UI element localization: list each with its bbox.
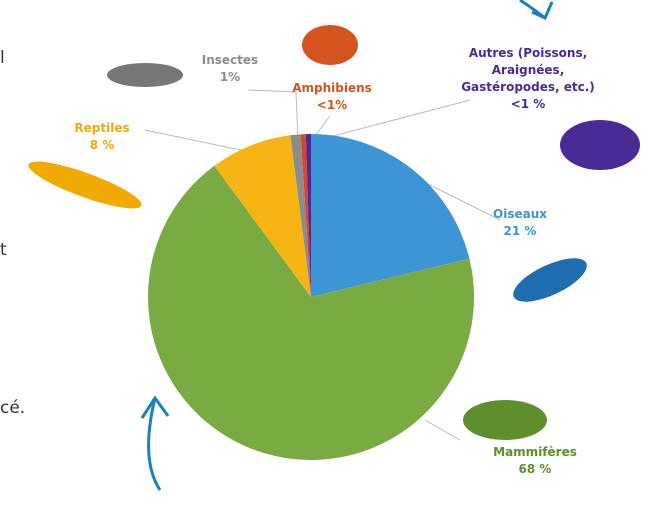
side-text: t bbox=[0, 240, 7, 260]
slice-label: Oiseaux bbox=[460, 206, 580, 223]
slice-value: 68 % bbox=[475, 461, 595, 478]
slice-value: <1 % bbox=[453, 96, 603, 113]
slice-label: Amphibiens bbox=[272, 80, 392, 97]
slice-label: Mammifères bbox=[475, 444, 595, 461]
slice-label: Insectes bbox=[170, 52, 290, 69]
side-text: cé. bbox=[0, 398, 25, 418]
side-text: l bbox=[0, 48, 5, 68]
slice-label: Autres (Poissons, Araignées, Gastéropode… bbox=[453, 45, 603, 96]
slice-value: 8 % bbox=[42, 137, 162, 154]
slice-value: 21 % bbox=[460, 223, 580, 240]
slice-label: Reptiles bbox=[42, 120, 162, 137]
slice-value: <1% bbox=[272, 97, 392, 114]
page: l t cé. Oiseaux21 % Mammifères68 % Reptile… bbox=[0, 0, 659, 524]
